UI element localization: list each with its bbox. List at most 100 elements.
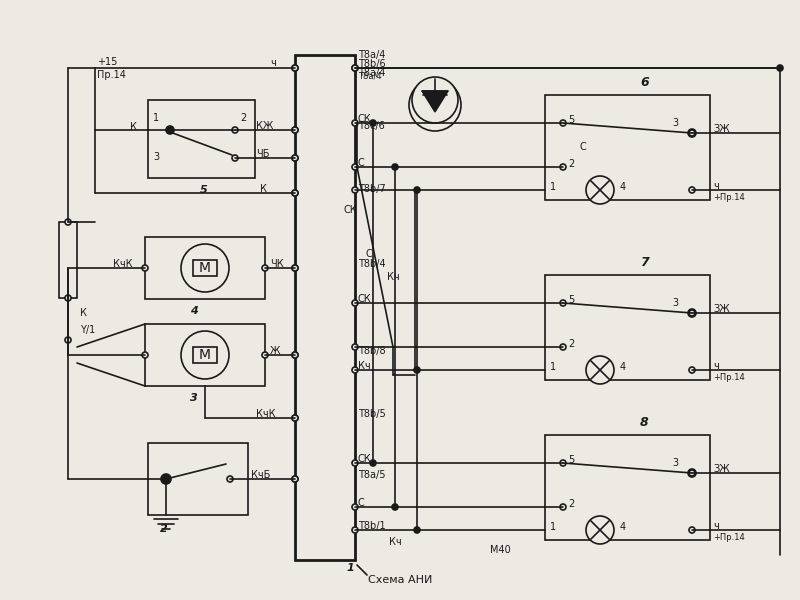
Circle shape bbox=[688, 129, 696, 137]
Text: 4: 4 bbox=[190, 306, 198, 316]
Circle shape bbox=[560, 460, 566, 466]
Circle shape bbox=[181, 331, 229, 379]
Circle shape bbox=[262, 265, 268, 271]
Text: 1: 1 bbox=[347, 563, 354, 573]
Text: +Пр.14: +Пр.14 bbox=[713, 533, 745, 542]
Circle shape bbox=[689, 527, 695, 533]
Text: ЗЖ: ЗЖ bbox=[713, 464, 730, 474]
Circle shape bbox=[409, 79, 461, 131]
Text: КчБ: КчБ bbox=[251, 470, 270, 480]
Text: +Пр.14: +Пр.14 bbox=[713, 373, 745, 383]
Circle shape bbox=[65, 295, 71, 301]
Text: К: К bbox=[130, 122, 137, 132]
Circle shape bbox=[292, 265, 298, 271]
Text: К: К bbox=[80, 308, 87, 318]
Circle shape bbox=[688, 469, 696, 477]
Circle shape bbox=[262, 352, 268, 358]
Circle shape bbox=[689, 130, 695, 136]
Circle shape bbox=[560, 504, 566, 510]
Polygon shape bbox=[422, 91, 448, 112]
Text: Т8b/7: Т8b/7 bbox=[358, 184, 386, 194]
Text: СК: СК bbox=[358, 114, 372, 124]
Text: М: М bbox=[199, 261, 211, 275]
Text: Ж: Ж bbox=[270, 346, 281, 356]
Circle shape bbox=[777, 65, 783, 71]
Circle shape bbox=[352, 504, 358, 510]
Circle shape bbox=[352, 65, 358, 71]
Circle shape bbox=[65, 219, 71, 225]
Text: С: С bbox=[358, 158, 365, 168]
Text: 8: 8 bbox=[640, 416, 649, 430]
Text: 4: 4 bbox=[620, 522, 626, 532]
Text: 4: 4 bbox=[620, 182, 626, 192]
Circle shape bbox=[352, 527, 358, 533]
Text: КчК: КчК bbox=[113, 259, 133, 269]
Circle shape bbox=[412, 77, 458, 123]
Text: ЧК: ЧК bbox=[270, 259, 284, 269]
Text: 5: 5 bbox=[568, 295, 574, 305]
Circle shape bbox=[292, 155, 298, 161]
Circle shape bbox=[292, 265, 298, 271]
Circle shape bbox=[586, 516, 614, 544]
Circle shape bbox=[414, 367, 420, 373]
Circle shape bbox=[292, 415, 298, 421]
Circle shape bbox=[142, 352, 148, 358]
Circle shape bbox=[560, 300, 566, 306]
Text: М40: М40 bbox=[490, 545, 510, 555]
Text: 1: 1 bbox=[550, 182, 556, 192]
Text: Т8а/4: Т8а/4 bbox=[358, 68, 386, 78]
Circle shape bbox=[352, 460, 358, 466]
Circle shape bbox=[292, 155, 298, 161]
Circle shape bbox=[560, 344, 566, 350]
Circle shape bbox=[370, 460, 376, 466]
Circle shape bbox=[292, 476, 298, 482]
Text: 7: 7 bbox=[640, 257, 649, 269]
Text: ч: ч bbox=[713, 181, 718, 191]
Circle shape bbox=[292, 352, 298, 358]
Text: К: К bbox=[260, 184, 267, 194]
Text: СК: СК bbox=[358, 294, 372, 304]
Circle shape bbox=[560, 120, 566, 126]
Circle shape bbox=[586, 356, 614, 384]
Text: 5: 5 bbox=[568, 455, 574, 465]
Text: 4: 4 bbox=[620, 362, 626, 372]
Text: Т8b/1: Т8b/1 bbox=[358, 521, 386, 531]
Text: ч: ч bbox=[270, 58, 276, 68]
Text: Схема АНИ: Схема АНИ bbox=[368, 575, 432, 585]
Text: СК: СК bbox=[358, 454, 372, 464]
Text: Т8b/8: Т8b/8 bbox=[358, 346, 386, 356]
Text: 6: 6 bbox=[640, 76, 649, 89]
Bar bbox=[295, 55, 355, 560]
Text: Т8b/6: Т8b/6 bbox=[358, 59, 386, 69]
Circle shape bbox=[161, 474, 171, 484]
Circle shape bbox=[370, 120, 376, 126]
Bar bbox=[545, 275, 710, 380]
Bar bbox=[145, 324, 265, 386]
Circle shape bbox=[352, 65, 358, 71]
Text: ч: ч bbox=[713, 361, 718, 371]
Text: +Пр.14: +Пр.14 bbox=[713, 193, 745, 202]
Text: КчК: КчК bbox=[256, 409, 275, 419]
Text: М: М bbox=[199, 348, 211, 362]
Polygon shape bbox=[423, 95, 447, 115]
Text: С: С bbox=[358, 498, 365, 508]
Text: КЖ: КЖ bbox=[256, 121, 274, 131]
Circle shape bbox=[292, 352, 298, 358]
Text: 2: 2 bbox=[240, 113, 246, 123]
Circle shape bbox=[586, 176, 614, 204]
Bar bbox=[545, 435, 710, 540]
Circle shape bbox=[166, 126, 174, 134]
Bar bbox=[193, 347, 217, 363]
Circle shape bbox=[232, 127, 238, 133]
Text: СК: СК bbox=[343, 205, 357, 215]
Text: 2: 2 bbox=[568, 159, 574, 169]
Text: С: С bbox=[580, 142, 586, 152]
Text: 2: 2 bbox=[160, 524, 168, 534]
Text: Т8а/5: Т8а/5 bbox=[358, 470, 386, 480]
Text: Т8а/4: Т8а/4 bbox=[358, 50, 386, 60]
Text: Пр.14: Пр.14 bbox=[97, 70, 126, 80]
Text: Кч: Кч bbox=[389, 537, 402, 547]
Circle shape bbox=[688, 309, 696, 317]
Text: Т8b/4: Т8b/4 bbox=[358, 259, 386, 269]
Bar bbox=[148, 443, 248, 515]
